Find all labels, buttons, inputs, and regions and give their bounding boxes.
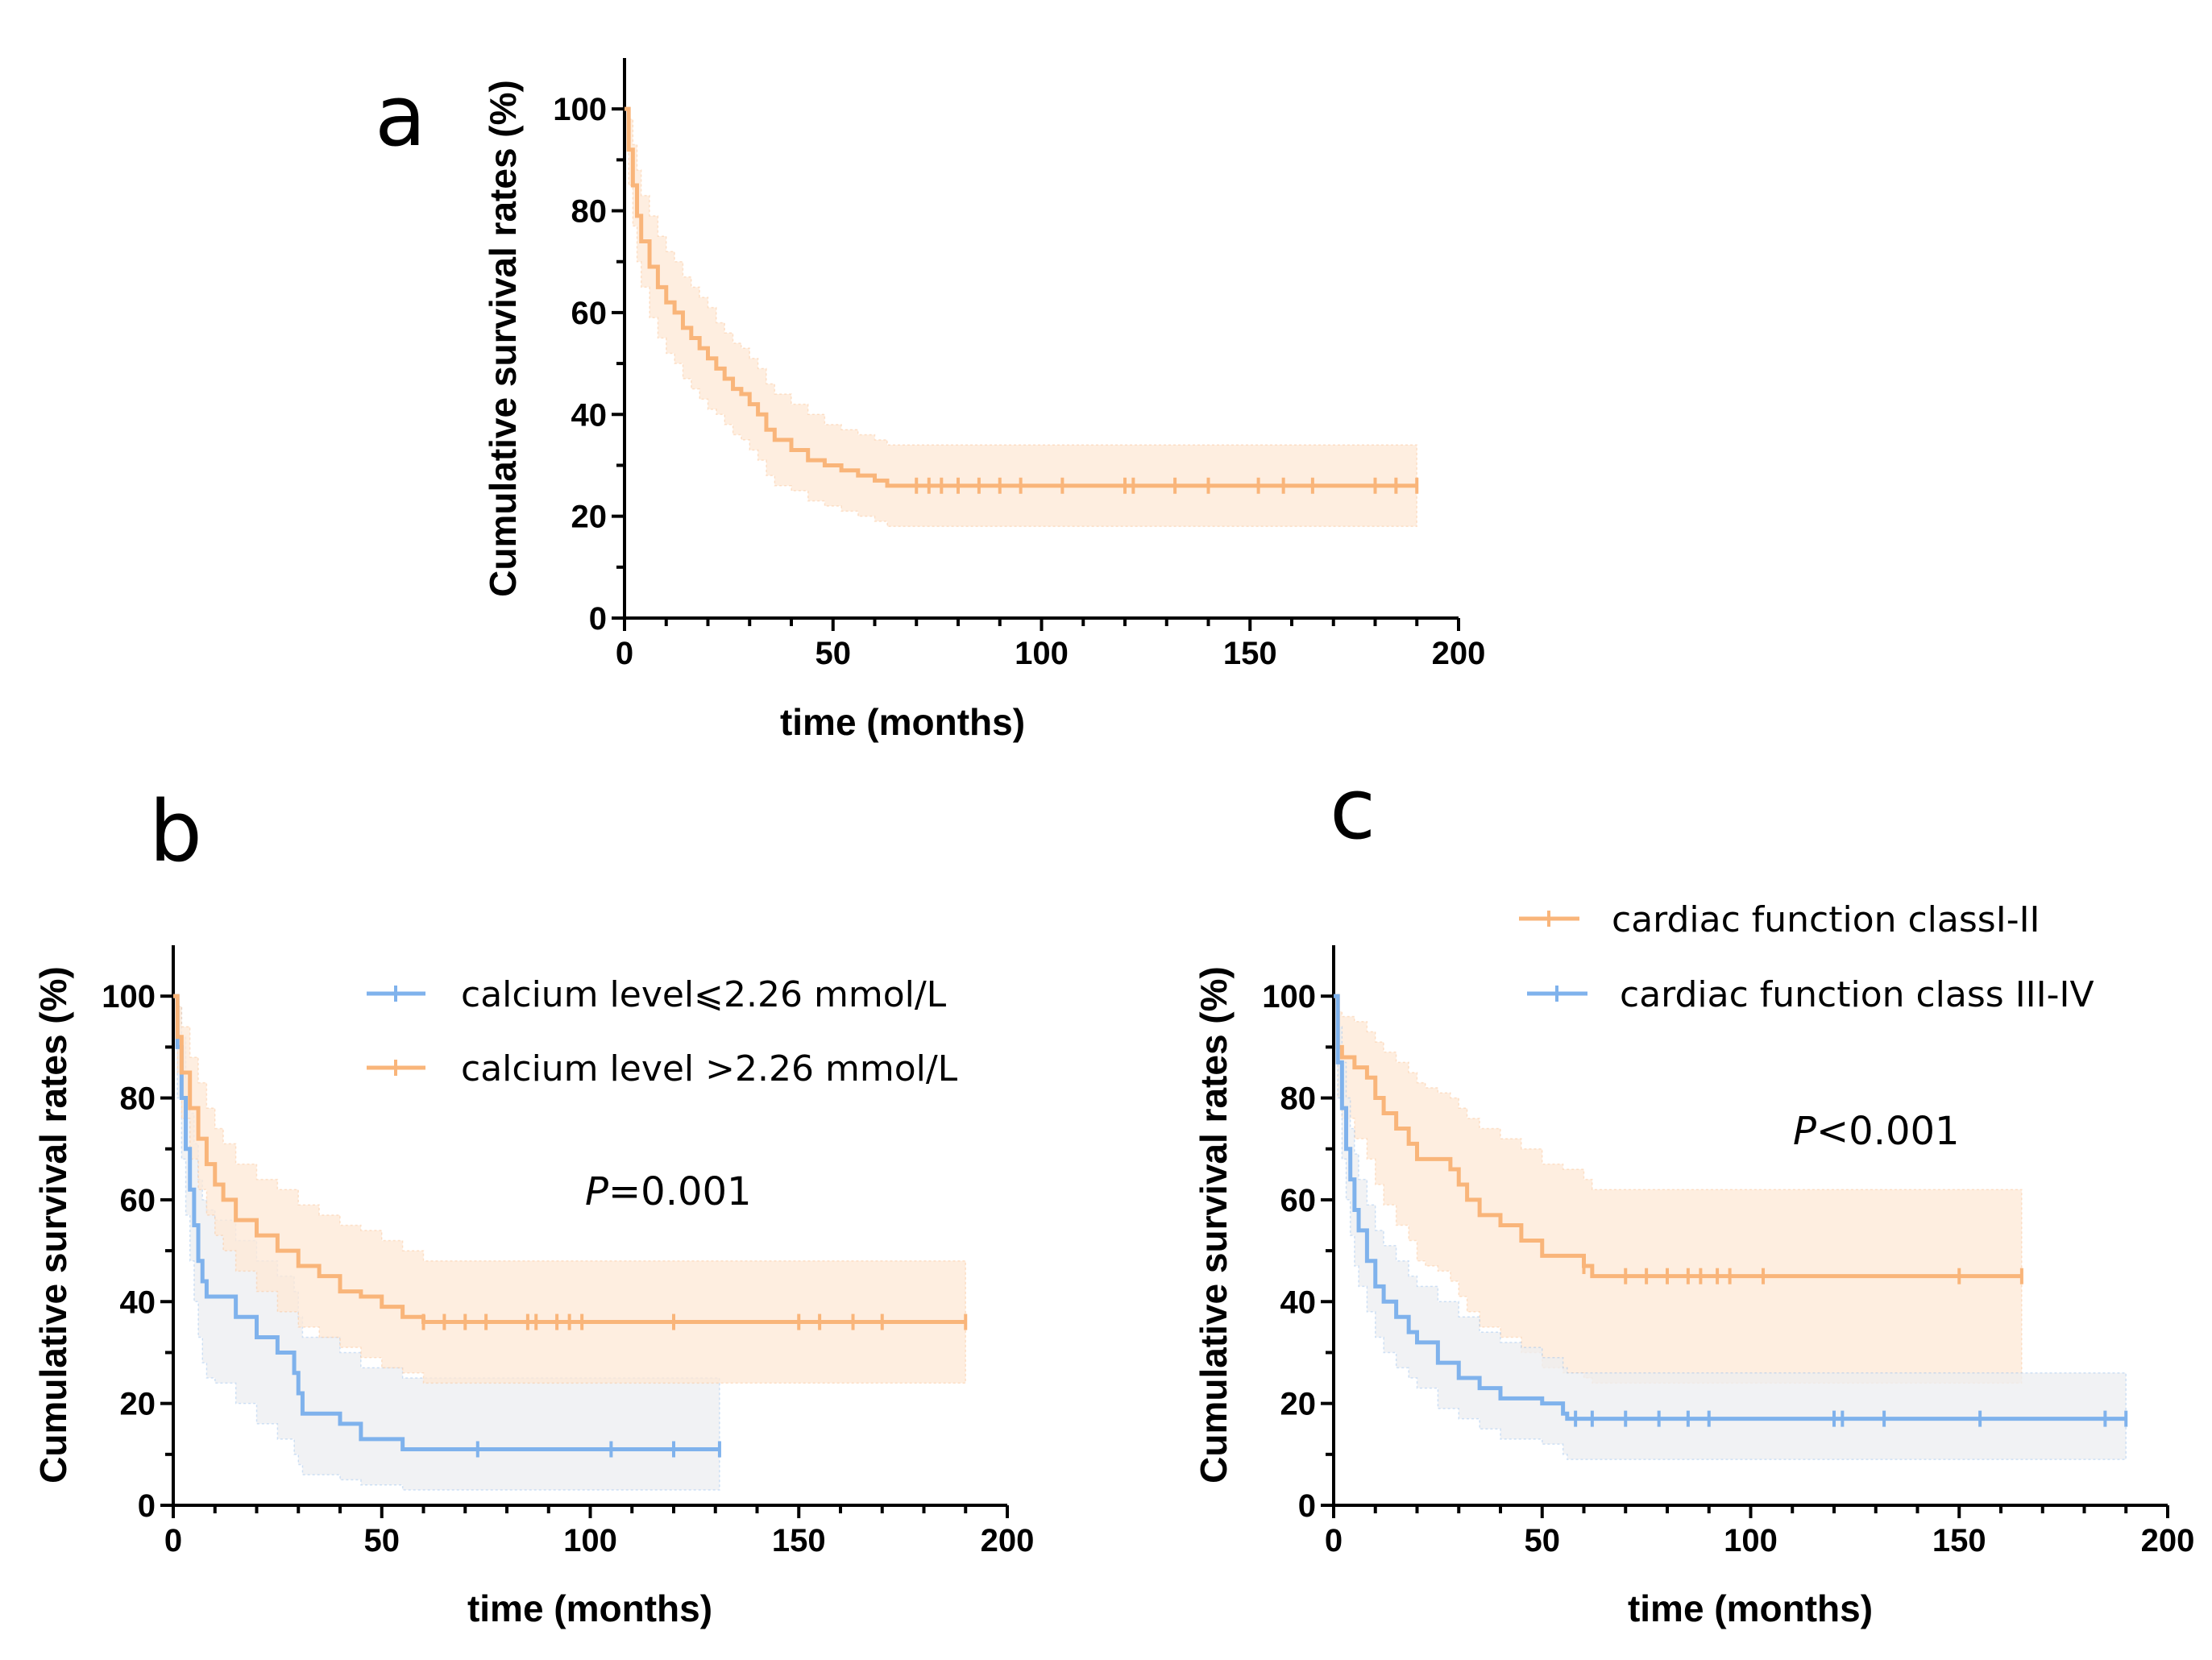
panel-c-series-0-curve bbox=[1334, 994, 2022, 1279]
panel-b-series-0-ci-band bbox=[173, 995, 720, 1491]
panel-b-series-1-curve bbox=[173, 994, 966, 1325]
panel-a-series-0-curve bbox=[625, 106, 1417, 488]
panel-c-series-0-ci-band bbox=[1334, 995, 2023, 1384]
panel-a-x-tick-label: 150 bbox=[1223, 636, 1277, 671]
panel-letter-c: c bbox=[1330, 760, 1376, 858]
panel-c-p-symbol: P bbox=[1793, 1109, 1816, 1154]
legend-label-class-i-ii: cardiac function classI-II bbox=[1612, 899, 2040, 940]
panel-c-x-tick-label: 100 bbox=[1724, 1523, 1778, 1558]
panel-b: b 0 50 100 150 200 0 20 40 60 80 100 time (months)… bbox=[32, 782, 1034, 1629]
panel-c-y-tick-label: 40 bbox=[1280, 1284, 1317, 1320]
panel-c-plot: 0 50 100 150 200 0 20 40 60 80 100 bbox=[1262, 945, 2194, 1558]
panel-c-p-value: P<0.001 bbox=[1793, 1109, 1960, 1154]
panel-c-x-tick-label: 200 bbox=[2141, 1523, 2195, 1558]
panel-c-p-number: <0.001 bbox=[1816, 1109, 1960, 1154]
panel-b-plot: 0 50 100 150 200 0 20 40 60 80 100 bbox=[102, 945, 1034, 1558]
panel-b-p-value: P=0.001 bbox=[585, 1169, 752, 1214]
legend-label-class-iii-iv: cardiac function class III-IV bbox=[1620, 974, 2094, 1015]
panel-b-series-0-curve bbox=[173, 994, 720, 1451]
panel-b-p-symbol: P bbox=[585, 1169, 608, 1214]
panel-b-y-axis-title: Cumulative survival rates (%) bbox=[32, 966, 74, 1484]
panel-b-y-tick-label: 0 bbox=[138, 1488, 156, 1524]
panel-b-y-tick-label: 20 bbox=[120, 1387, 156, 1422]
legend-label-calcium-low: calcium level⩽2.26 mmol/L bbox=[461, 974, 947, 1015]
panel-b-x-axis-title: time (months) bbox=[467, 1587, 712, 1629]
panel-a: a 0 50 100 150 200 0 20 40 60 80 100 time (months)… bbox=[375, 58, 1485, 743]
panel-a-x-tick-label: 0 bbox=[616, 636, 633, 671]
panel-letter-a: a bbox=[375, 67, 426, 165]
panel-c-y-tick-label: 60 bbox=[1280, 1183, 1317, 1218]
panel-a-series-0-ci-band bbox=[625, 108, 1417, 528]
panel-a-y-tick-label: 60 bbox=[571, 296, 608, 331]
panel-b-x-tick-label: 50 bbox=[364, 1523, 400, 1558]
panel-a-y-tick-label: 100 bbox=[553, 92, 607, 127]
panel-b-x-tick-label: 0 bbox=[164, 1523, 182, 1558]
panel-b-y-tick-label: 80 bbox=[120, 1081, 156, 1117]
panel-a-axes bbox=[623, 58, 1459, 620]
panel-c-y-tick-label: 20 bbox=[1280, 1387, 1317, 1422]
panel-b-x-tick-label: 100 bbox=[563, 1523, 617, 1558]
panel-c-y-tick-label: 80 bbox=[1280, 1081, 1317, 1117]
panel-a-y-tick-label: 20 bbox=[571, 500, 608, 535]
panel-b-x-tick-label: 150 bbox=[772, 1523, 826, 1558]
panel-a-x-tick-label: 100 bbox=[1015, 636, 1069, 671]
panel-a-y-tick-label: 0 bbox=[589, 601, 607, 637]
panel-c-y-tick-label: 0 bbox=[1298, 1488, 1316, 1524]
panel-b-legend: calcium level⩽2.26 mmol/L calcium level … bbox=[367, 974, 958, 1089]
panel-b-p-number: =0.001 bbox=[608, 1169, 752, 1214]
panel-c-x-tick-label: 0 bbox=[1325, 1523, 1343, 1558]
panel-a-y-axis-title: Cumulative survival rates (%) bbox=[482, 80, 524, 597]
panel-a-plot: 0 50 100 150 200 0 20 40 60 80 100 bbox=[553, 58, 1485, 671]
panel-c-y-tick-label: 100 bbox=[1262, 979, 1316, 1015]
panel-a-y-tick-label: 40 bbox=[571, 397, 608, 433]
panel-b-y-tick-label: 40 bbox=[120, 1284, 156, 1320]
panel-letter-b: b bbox=[149, 782, 202, 881]
panel-c-x-tick-label: 150 bbox=[1932, 1523, 1986, 1558]
panel-b-x-tick-label: 200 bbox=[981, 1523, 1035, 1558]
panel-b-y-tick-label: 60 bbox=[120, 1183, 156, 1218]
panel-c-series-1-curve bbox=[1334, 994, 2127, 1421]
panel-a-x-tick-label: 50 bbox=[815, 636, 852, 671]
panel-a-y-tick-label: 80 bbox=[571, 194, 608, 230]
panel-c: c 0 50 100 150 200 0 20 40 60 80 100 time (months)… bbox=[1193, 760, 2194, 1629]
panel-c-x-axis-title: time (months) bbox=[1628, 1587, 1873, 1629]
legend-label-calcium-high: calcium level >2.26 mmol/L bbox=[461, 1048, 958, 1089]
panel-c-x-tick-label: 50 bbox=[1525, 1523, 1561, 1558]
panel-a-x-tick-label: 200 bbox=[1432, 636, 1486, 671]
panel-c-y-axis-title: Cumulative survival rates (%) bbox=[1193, 966, 1235, 1484]
panel-c-legend: cardiac function classI-II cardiac funct… bbox=[1519, 899, 2094, 1015]
panel-a-x-axis-title: time (months) bbox=[780, 701, 1025, 743]
panel-b-y-tick-label: 100 bbox=[102, 979, 156, 1015]
panel-c-series-1-ci-band bbox=[1334, 995, 2127, 1460]
